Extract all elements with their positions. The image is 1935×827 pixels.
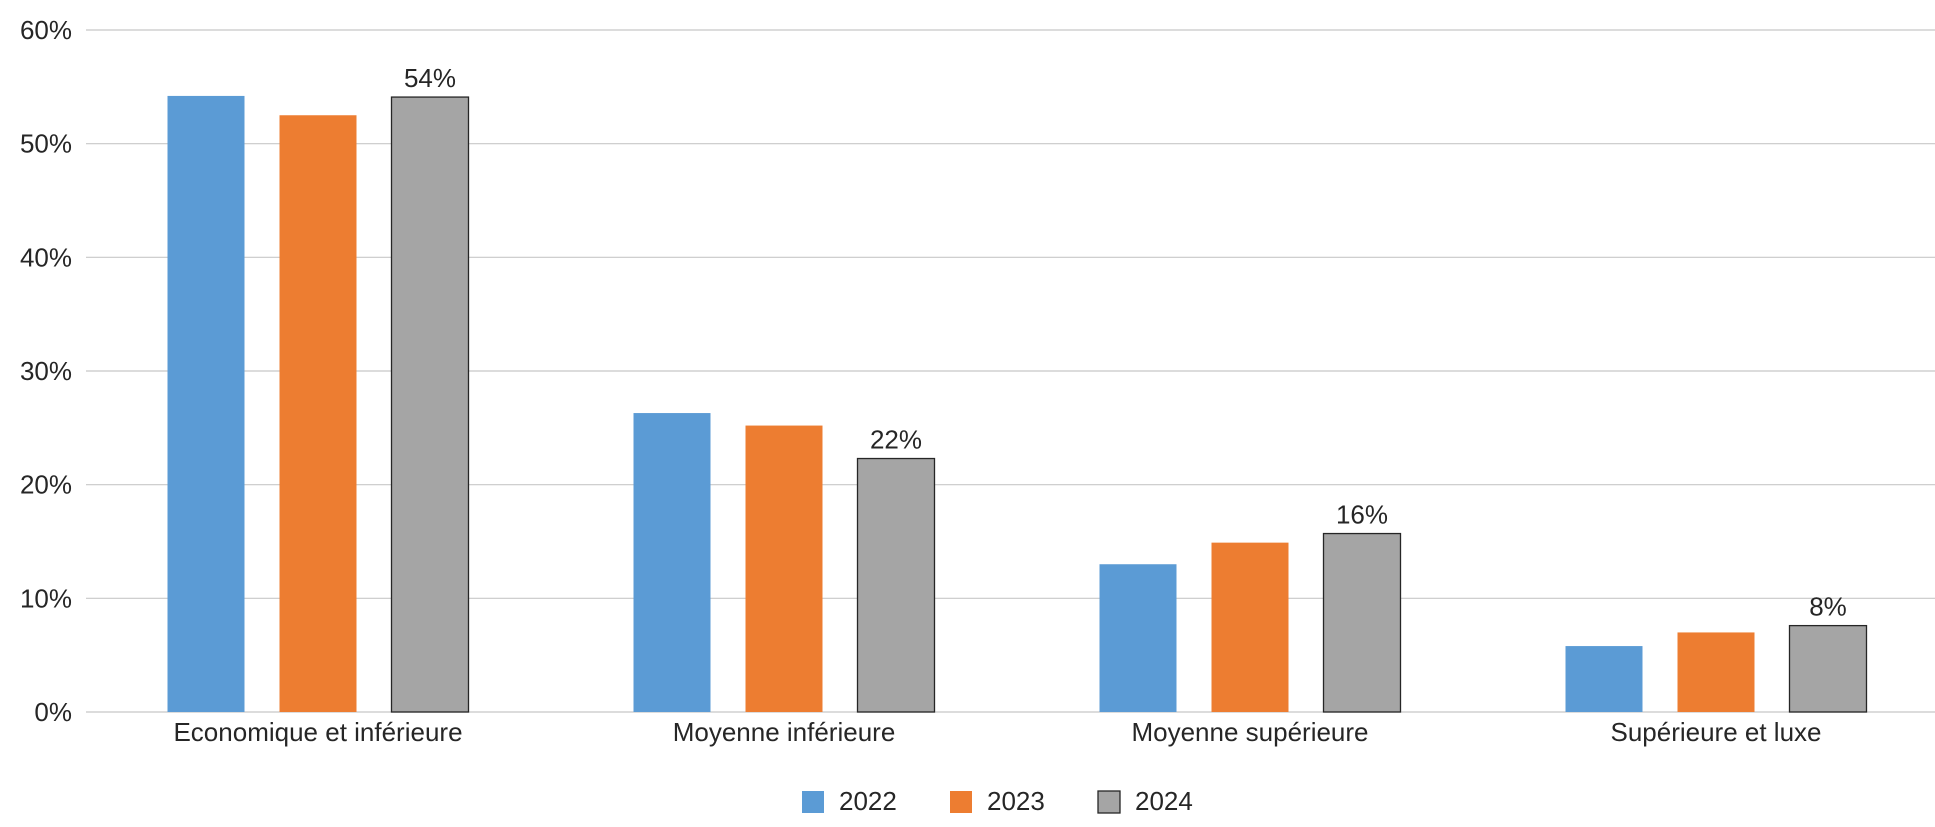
bar-2023-3 <box>1211 542 1289 712</box>
bar-2022-2 <box>633 413 711 712</box>
bar-2024-3 <box>1322 532 1402 713</box>
legend-swatch-2023 <box>950 791 972 813</box>
legend-swatch-2024 <box>1097 790 1121 814</box>
bar-2022-4 <box>1565 646 1643 712</box>
legend-label-2023: 2023 <box>987 786 1045 816</box>
y-tick-label-10: 10% <box>20 583 72 613</box>
category-label-2: Moyenne inférieure <box>673 717 896 747</box>
data-label-2024-4: 8% <box>1809 592 1847 622</box>
bar-2023-1 <box>279 115 357 712</box>
grid-lines <box>86 29 1935 713</box>
bar-2023-4 <box>1677 632 1755 712</box>
data-label-2024-1: 54% <box>404 63 456 93</box>
y-axis-tick-labels: 0% 10% 20% 30% 40% 50% 60% <box>20 15 72 727</box>
bar-2024-4 <box>1788 624 1868 713</box>
bar-2024-1 <box>390 96 470 713</box>
y-tick-label-20: 20% <box>20 470 72 500</box>
bar-2024-2 <box>856 457 936 713</box>
y-tick-label-50: 50% <box>20 129 72 159</box>
legend-label-2022: 2022 <box>839 786 897 816</box>
legend: 2022 2023 2024 <box>802 786 1193 816</box>
legend-swatch-2022 <box>802 791 824 813</box>
data-labels: 54% 22% 16% 8% <box>404 63 1847 622</box>
bar-2023-2 <box>745 425 823 712</box>
data-label-2024-3: 16% <box>1336 500 1388 530</box>
y-tick-label-30: 30% <box>20 356 72 386</box>
x-axis-category-labels: Economique et inférieure Moyenne inférieu… <box>173 717 1821 747</box>
bar-2022-3 <box>1099 564 1177 712</box>
y-tick-label-0: 0% <box>34 697 72 727</box>
legend-label-2024: 2024 <box>1135 786 1193 816</box>
y-tick-label-60: 60% <box>20 15 72 45</box>
data-label-2024-2: 22% <box>870 425 922 455</box>
category-label-1: Economique et inférieure <box>173 717 462 747</box>
category-label-4: Supérieure et luxe <box>1610 717 1821 747</box>
bars <box>167 95 1868 713</box>
category-label-3: Moyenne supérieure <box>1131 717 1368 747</box>
y-tick-label-40: 40% <box>20 242 72 272</box>
bar-2022-1 <box>167 95 245 713</box>
